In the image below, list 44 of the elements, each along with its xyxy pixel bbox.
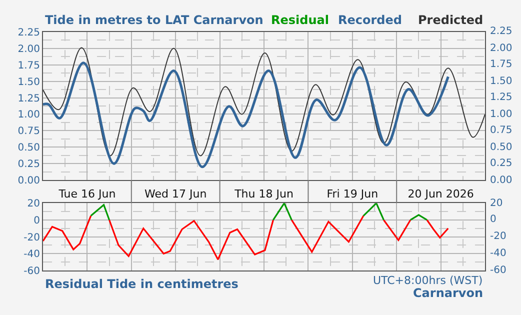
y2-tick-label: 2.00 <box>490 43 512 54</box>
line-series <box>43 47 485 156</box>
text: Residual Tide in centimetres <box>45 277 238 291</box>
y-tick-label: 0.00 <box>18 176 40 187</box>
y2-tick-label: 1.75 <box>490 59 512 70</box>
y2-tick-label: 2.25 <box>490 26 512 37</box>
y-tick-label: 0.50 <box>18 142 40 154</box>
y-tick-label: 0 <box>34 215 40 226</box>
y2-tick-label: 20 <box>490 198 503 209</box>
text: Predicted <box>418 13 484 27</box>
y-tick-label: 1.75 <box>18 60 40 72</box>
y-tick-label: 2.25 <box>18 27 40 38</box>
x-tick-label: Wed 17 Jun <box>144 187 207 200</box>
y-tick-label: 0.75 <box>18 126 40 138</box>
y-tick-label: -60 <box>24 266 40 277</box>
y2-tick-label: 0.25 <box>490 158 512 169</box>
y-tick-label: -20 <box>24 232 40 244</box>
y-tick-label: 20 <box>27 198 40 210</box>
y2-tick-label: 0 <box>490 214 496 225</box>
y-tick-label: 1.50 <box>18 76 40 88</box>
chart-title: Tide in metres to LAT Carnarvon <box>45 13 264 27</box>
y2-tick-label: 0.00 <box>490 175 512 186</box>
y2-tick-label: 0.75 <box>490 125 512 136</box>
y2-tick-label: 1.50 <box>490 76 512 87</box>
text: UTC+8:00hrs (WST) <box>373 274 483 287</box>
line-series <box>43 62 450 168</box>
y-tick-label: 2.00 <box>18 44 40 55</box>
x-tick-label: Tue 16 Jun <box>58 187 116 200</box>
y2-tick-label: -40 <box>490 248 506 259</box>
x-tick-label: Fri 19 Jun <box>326 187 378 200</box>
x-tick-label: Thu 18 Jun <box>234 187 294 200</box>
y-tick-label: 1.00 <box>18 110 40 121</box>
y-tick-label: -40 <box>24 249 40 260</box>
text: Residual <box>271 13 329 27</box>
y2-tick-label: -20 <box>490 231 506 242</box>
y2-tick-label: 1.00 <box>490 109 512 120</box>
y2-tick-label: -60 <box>490 265 506 276</box>
y-tick-label: 0.25 <box>18 159 40 170</box>
y2-tick-label: 1.25 <box>490 92 512 103</box>
text: Recorded <box>338 13 402 27</box>
y2-tick-label: 0.50 <box>490 142 512 153</box>
y-tick-label: 1.25 <box>18 93 40 104</box>
x-tick-label: 20 Jun 2026 <box>408 187 474 200</box>
text: Carnarvon <box>413 286 483 300</box>
